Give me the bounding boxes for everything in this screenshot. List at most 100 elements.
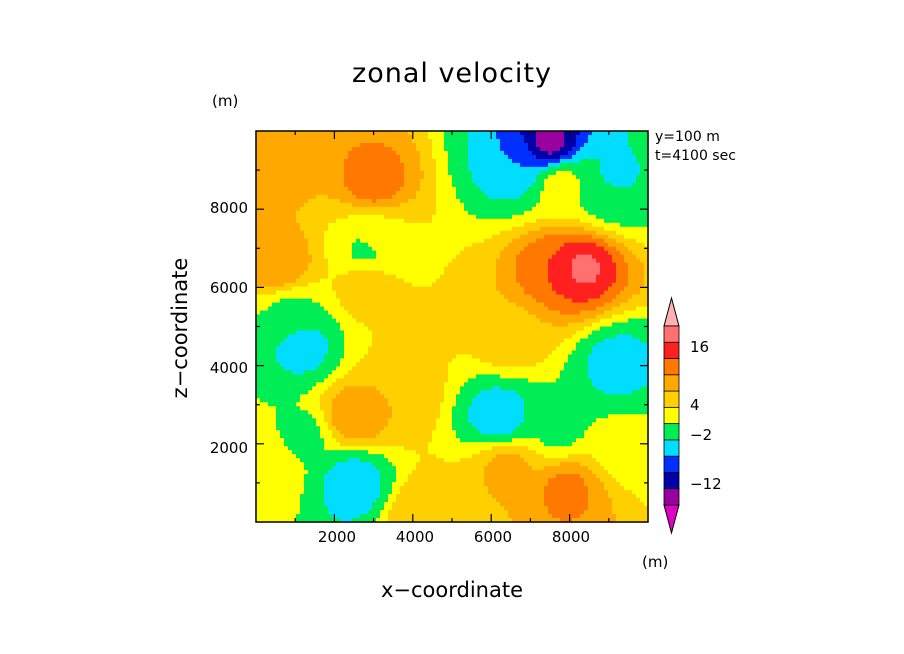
contour-cell [256, 446, 261, 451]
contour-cell [412, 466, 417, 471]
contour-cell [448, 346, 453, 352]
contour-cell [400, 322, 405, 328]
contour-cell [388, 238, 393, 244]
contour-cell [340, 446, 345, 451]
contour-cell [440, 510, 445, 515]
contour-cell [292, 394, 297, 399]
contour-cell [288, 202, 293, 208]
contour-cell [352, 434, 357, 439]
contour-cell [284, 154, 289, 160]
contour-cell [308, 234, 313, 240]
contour-cell [372, 362, 377, 367]
contour-cell [452, 422, 457, 427]
contour-cell [452, 418, 457, 423]
contour-cell [356, 458, 361, 463]
contour-cell [344, 174, 349, 180]
contour-cell [324, 482, 329, 487]
contour-cell [440, 446, 445, 451]
contour-cell [272, 498, 277, 503]
contour-cell [424, 254, 429, 260]
contour-cell [260, 466, 265, 471]
contour-cell [424, 194, 429, 200]
contour-cell [316, 466, 321, 471]
contour-cell [336, 374, 341, 379]
contour-cell [404, 430, 409, 435]
contour-cell [436, 430, 441, 435]
contour-cell [364, 462, 369, 467]
contour-cell [372, 466, 377, 471]
contour-cell [324, 458, 329, 463]
contour-cell [388, 426, 393, 431]
contour-cell [336, 490, 341, 495]
contour-cell [288, 306, 293, 312]
contour-cell [260, 386, 265, 391]
contour-cell [352, 138, 357, 144]
contour-cell [256, 434, 261, 439]
contour-cell [332, 274, 337, 280]
contour-cell [440, 462, 445, 467]
contour-cell [432, 254, 437, 260]
contour-cell [264, 238, 269, 244]
contour-cell [360, 474, 365, 479]
contour-cell [324, 234, 329, 240]
contour-cell [316, 338, 321, 344]
contour-cell [372, 198, 377, 204]
contour-cell [324, 462, 329, 467]
contour-cell [300, 146, 305, 152]
contour-cell [272, 394, 277, 399]
contour-cell [400, 294, 405, 300]
contour-cell [284, 346, 289, 352]
contour-cell [448, 266, 453, 272]
contour-cell [436, 442, 441, 447]
contour-cell [272, 422, 277, 427]
contour-cell [420, 226, 425, 232]
contour-cell [344, 206, 349, 212]
contour-cell [372, 342, 377, 348]
contour-cell [432, 346, 437, 352]
contour-cell [448, 390, 453, 395]
contour-cell [328, 358, 333, 364]
contour-cell [424, 414, 429, 419]
contour-cell [388, 502, 393, 507]
contour-cell [280, 206, 285, 212]
contour-cell [288, 418, 293, 423]
contour-cell [272, 442, 277, 447]
contour-cell [348, 286, 353, 292]
contour-cell [348, 158, 353, 164]
contour-cell [384, 262, 389, 268]
contour-cell [340, 206, 345, 212]
contour-cell [456, 278, 461, 284]
contour-cell [272, 494, 277, 499]
contour-cell [340, 258, 345, 264]
contour-cell [280, 442, 285, 447]
contour-cell [412, 462, 417, 467]
contour-cell [428, 210, 433, 216]
contour-cell [324, 266, 329, 272]
contour-cell [364, 266, 369, 272]
contour-cell [380, 330, 385, 336]
contour-cell [452, 370, 457, 375]
contour-cell [444, 422, 449, 427]
contour-cell [332, 478, 337, 483]
contour-cell [452, 262, 457, 268]
contour-cell [440, 498, 445, 503]
contour-cell [388, 490, 393, 495]
contour-cell [280, 390, 285, 395]
contour-cell [384, 198, 389, 204]
contour-cell [268, 450, 273, 455]
contour-cell [300, 494, 305, 499]
contour-cell [348, 186, 353, 192]
contour-cell [312, 202, 317, 208]
contour-cell [424, 162, 429, 168]
contour-cell [424, 478, 429, 483]
contour-cell [456, 374, 461, 379]
contour-cell [408, 490, 413, 495]
contour-cell [288, 382, 293, 387]
contour-cell [424, 234, 429, 240]
contour-cell [352, 182, 357, 188]
contour-cell [420, 310, 425, 316]
contour-cell [428, 250, 433, 256]
contour-cell [312, 131, 317, 136]
contour-cell [432, 498, 437, 503]
contour-cell [376, 494, 381, 499]
